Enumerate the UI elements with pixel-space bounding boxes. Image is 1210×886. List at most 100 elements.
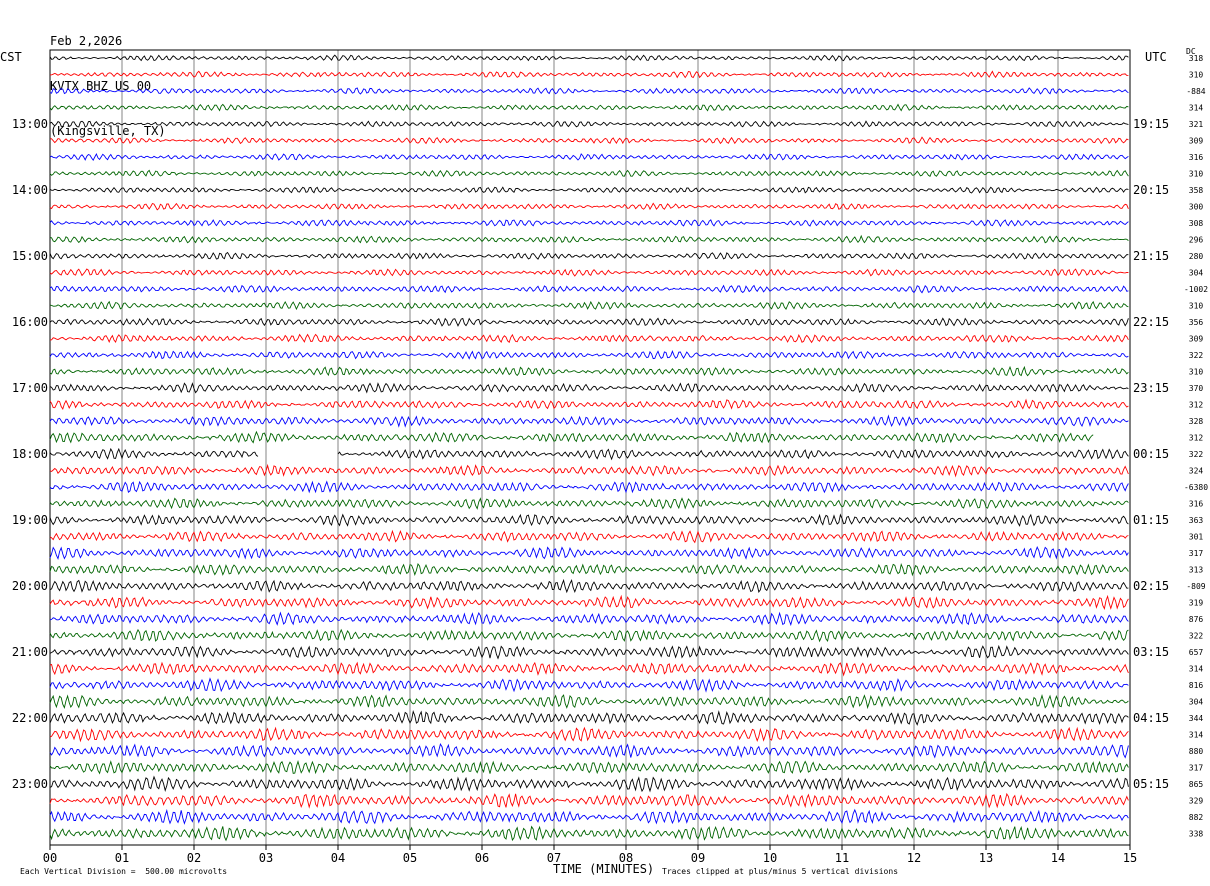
right-hour-label-0215: 02:15 bbox=[1133, 579, 1169, 593]
trace-3 bbox=[49, 103, 1129, 112]
dc-offset-11: 296 bbox=[1189, 236, 1204, 245]
dc-offset-1: 310 bbox=[1189, 71, 1204, 80]
left-hour-label-2200: 22:00 bbox=[12, 711, 48, 725]
dc-offset-36: 657 bbox=[1189, 648, 1204, 657]
trace-6 bbox=[49, 152, 1129, 161]
x-tick-label-01: 01 bbox=[115, 851, 129, 865]
trace-31 bbox=[49, 562, 1129, 577]
dc-offset-26: -6380 bbox=[1184, 483, 1208, 492]
dc-offset-25: 324 bbox=[1189, 467, 1204, 476]
dc-offset-12: 280 bbox=[1189, 252, 1204, 261]
station-label: KVTX BHZ US 00 bbox=[50, 79, 152, 93]
trace-33 bbox=[49, 594, 1129, 610]
trace-47 bbox=[49, 825, 1129, 842]
x-tick-label-15: 15 bbox=[1123, 851, 1137, 865]
dc-offset-46: 882 bbox=[1189, 813, 1204, 822]
trace-41 bbox=[49, 726, 1129, 743]
right-hour-label-0315: 03:15 bbox=[1133, 645, 1169, 659]
trace-7 bbox=[49, 169, 1129, 178]
dc-offset-2: -884 bbox=[1186, 87, 1205, 96]
x-tick-label-03: 03 bbox=[259, 851, 273, 865]
location-label: (Kingsville, TX) bbox=[50, 124, 166, 138]
trace-44 bbox=[49, 775, 1129, 793]
trace-2 bbox=[49, 87, 1129, 95]
dc-offset-18: 322 bbox=[1189, 351, 1204, 360]
left-hour-label-1700: 17:00 bbox=[12, 381, 48, 395]
dc-offset-28: 363 bbox=[1189, 516, 1204, 525]
trace-23 bbox=[49, 430, 1094, 444]
dc-offset-20: 370 bbox=[1189, 384, 1204, 393]
trace-42 bbox=[49, 742, 1129, 759]
dc-offset-21: 312 bbox=[1189, 401, 1204, 410]
dc-offset-27: 316 bbox=[1189, 500, 1204, 509]
right-hour-label-2215: 22:15 bbox=[1133, 315, 1169, 329]
right-hour-label-0515: 05:15 bbox=[1133, 777, 1169, 791]
right-hour-label-0415: 04:15 bbox=[1133, 711, 1169, 725]
trace-27 bbox=[49, 497, 1129, 510]
trace-11 bbox=[49, 234, 1129, 244]
trace-20 bbox=[49, 382, 1129, 394]
scale-note: Each Vertical Division = 500.00 microvol… bbox=[20, 867, 228, 876]
left-hour-label-1400: 14:00 bbox=[12, 183, 48, 197]
trace-21 bbox=[49, 398, 1129, 411]
x-tick-label-07: 07 bbox=[547, 851, 561, 865]
left-hour-label-1500: 15:00 bbox=[12, 249, 48, 263]
plot-header: Feb 2,2026 KVTX BHZ US 00 (Kingsville, T… bbox=[50, 4, 166, 154]
left-hour-label-1800: 18:00 bbox=[12, 447, 48, 461]
trace-25 bbox=[49, 463, 1129, 478]
left-hour-label-2000: 20:00 bbox=[12, 579, 48, 593]
dc-offset-34: 876 bbox=[1189, 615, 1204, 624]
dc-offset-23: 312 bbox=[1189, 434, 1204, 443]
x-tick-label-10: 10 bbox=[763, 851, 777, 865]
dc-offset-17: 309 bbox=[1189, 335, 1204, 344]
trace-34 bbox=[49, 611, 1129, 627]
x-tick-label-12: 12 bbox=[907, 851, 921, 865]
trace-12 bbox=[49, 251, 1129, 260]
dc-offset-14: -1002 bbox=[1184, 285, 1208, 294]
trace-9 bbox=[49, 202, 1129, 211]
dc-offset-4: 321 bbox=[1189, 120, 1204, 129]
left-hour-label-1900: 19:00 bbox=[12, 513, 48, 527]
trace-1 bbox=[49, 70, 1129, 79]
dc-offset-0: 318 bbox=[1189, 54, 1204, 63]
trace-40 bbox=[49, 710, 1129, 726]
plot-frame bbox=[49, 49, 1131, 846]
trace-8 bbox=[49, 186, 1129, 194]
x-tick-label-13: 13 bbox=[979, 851, 993, 865]
trace-22 bbox=[49, 414, 1129, 428]
dc-offset-3: 314 bbox=[1189, 104, 1204, 113]
trace-28 bbox=[49, 513, 1129, 527]
trace-15 bbox=[49, 300, 1129, 311]
trace-32 bbox=[49, 578, 1129, 594]
trace-18 bbox=[49, 350, 1129, 360]
trace-19 bbox=[49, 365, 1129, 377]
dc-offset-30: 317 bbox=[1189, 549, 1204, 558]
dc-offset-41: 314 bbox=[1189, 731, 1204, 740]
dc-offset-31: 313 bbox=[1189, 566, 1204, 575]
left-hour-label-1600: 16:00 bbox=[12, 315, 48, 329]
dc-offset-8: 358 bbox=[1189, 186, 1204, 195]
dc-offset-22: 328 bbox=[1189, 417, 1204, 426]
x-tick-label-05: 05 bbox=[403, 851, 417, 865]
dc-offset-19: 310 bbox=[1189, 368, 1204, 377]
x-axis-title: TIME (MINUTES) bbox=[553, 862, 655, 876]
right-hour-label-2115: 21:15 bbox=[1133, 249, 1169, 263]
x-tick-label-11: 11 bbox=[835, 851, 849, 865]
trace-17 bbox=[49, 333, 1129, 344]
dc-offset-47: 338 bbox=[1189, 830, 1204, 839]
trace-13 bbox=[49, 268, 1129, 277]
left-hour-label-2100: 21:00 bbox=[12, 645, 48, 659]
right-hour-label-2315: 23:15 bbox=[1133, 381, 1169, 395]
trace-0 bbox=[49, 54, 1129, 62]
dc-offset-13: 304 bbox=[1189, 269, 1204, 278]
right-hour-label-1915: 19:15 bbox=[1133, 117, 1169, 131]
trace-5 bbox=[49, 136, 1129, 145]
trace-26 bbox=[49, 480, 1129, 494]
trace-4 bbox=[49, 120, 1129, 128]
dc-offset-42: 880 bbox=[1189, 747, 1204, 756]
x-tick-label-09: 09 bbox=[691, 851, 705, 865]
dc-offset-15: 310 bbox=[1189, 302, 1204, 311]
dc-offset-16: 356 bbox=[1189, 318, 1204, 327]
x-tick-label-08: 08 bbox=[619, 851, 633, 865]
trace-39 bbox=[49, 694, 1129, 710]
